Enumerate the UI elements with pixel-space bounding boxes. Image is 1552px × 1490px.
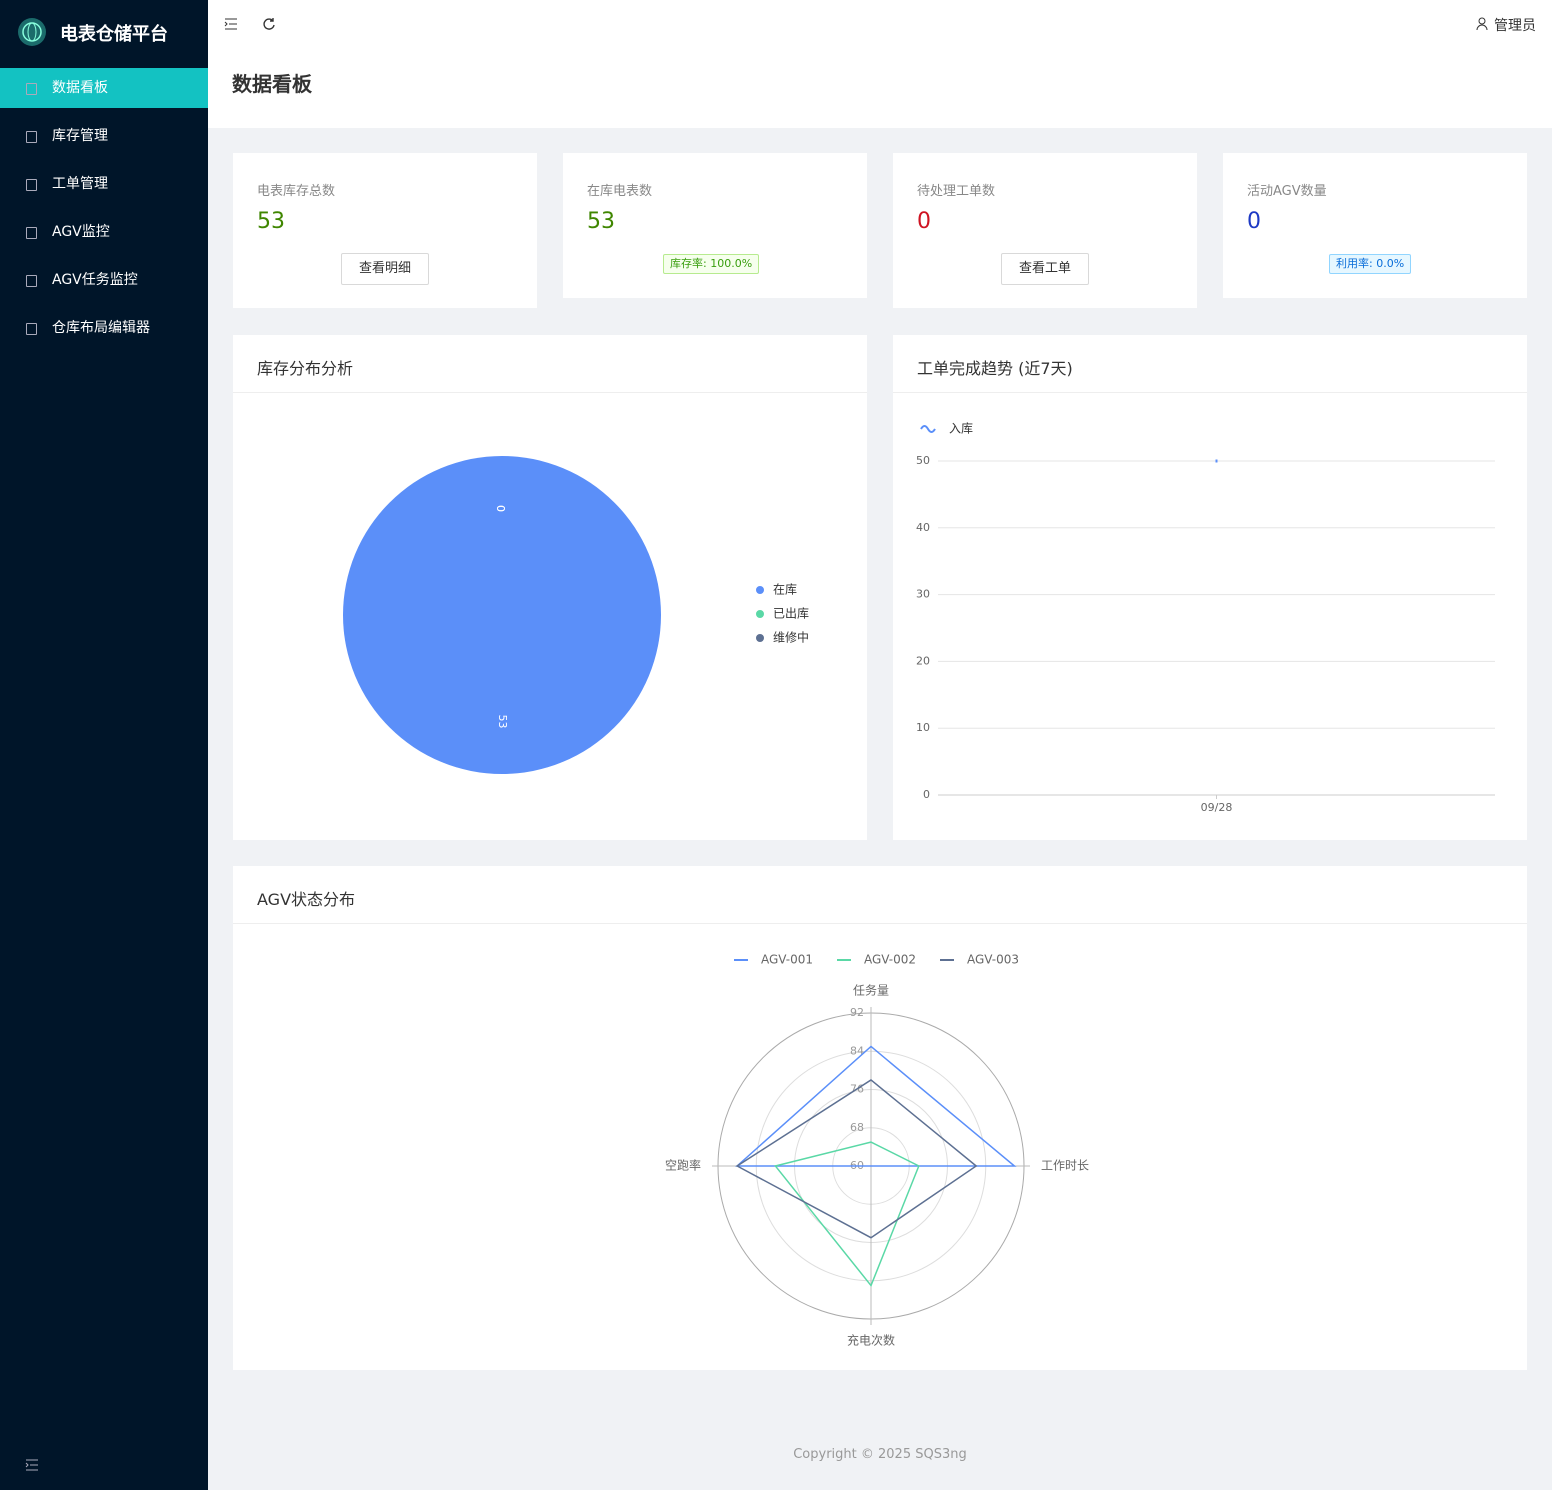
menu-item[interactable]: 仓库布局编辑器 <box>0 308 208 348</box>
y-tick-label: 10 <box>916 721 930 734</box>
y-tick-label: 50 <box>916 454 930 467</box>
legend-label: 已出库 <box>773 606 809 621</box>
divider <box>233 392 867 393</box>
refresh-button[interactable] <box>262 17 276 31</box>
legend-marker <box>756 586 764 594</box>
menu-label: 仓库布局编辑器 <box>52 320 150 336</box>
indicator-label: 任务量 <box>853 983 889 998</box>
menu-item[interactable]: 库存管理 <box>0 116 208 156</box>
stat-value: 53 <box>257 209 285 234</box>
y-tick-label: 0 <box>923 788 930 801</box>
stat-card: 电表库存总数 53 查看明细 <box>233 153 537 308</box>
stat-label: 活动AGV数量 <box>1247 184 1327 199</box>
menu-item[interactable]: AGV监控 <box>0 212 208 252</box>
pie-slice <box>343 456 661 774</box>
pie-label: 0 <box>495 505 508 512</box>
detail-button[interactable]: 查看明细 <box>341 253 429 285</box>
footer: Copyright © 2025 SQS3ng <box>793 1447 967 1462</box>
card-title: AGV状态分布 <box>257 890 356 909</box>
fold-button[interactable] <box>224 17 238 31</box>
pie-label: 0 <box>495 505 508 512</box>
header: 管理员 <box>208 0 1552 48</box>
legend-label: AGV-003 <box>967 953 1019 967</box>
legend-marker <box>756 610 764 618</box>
order-button[interactable]: 查看工单 <box>1001 253 1089 285</box>
logo <box>18 18 46 46</box>
chart-card: AGV状态分布 <box>233 866 1527 1370</box>
user-icon <box>1476 17 1488 31</box>
legend-label: 维修中 <box>773 630 809 645</box>
stat-value: 0 <box>1247 209 1261 234</box>
y-tick-label: 30 <box>916 588 930 601</box>
divider <box>233 923 1527 924</box>
radar-area <box>774 1141 920 1288</box>
legend-label: AGV-002 <box>864 953 916 967</box>
card-title: 库存分布分析 <box>257 359 354 378</box>
y-tick-label: 40 <box>916 521 930 534</box>
y-tick-label: 20 <box>916 654 930 667</box>
divider <box>893 392 1527 393</box>
card-title: 工单完成趋势 (近7天) <box>917 359 1073 378</box>
collapse-button[interactable] <box>25 1458 39 1472</box>
indicator-label: 空跑率 <box>665 1158 701 1173</box>
rate-tag: 库存率: 100.0% <box>663 254 760 274</box>
stat-card: 待处理工单数 0 查看工单 <box>893 153 1197 308</box>
stat-label: 电表库存总数 <box>257 184 336 199</box>
indicator-label: 工作时长 <box>1041 1159 1089 1173</box>
stat-label: 待处理工单数 <box>917 184 996 199</box>
menu-label: 库存管理 <box>52 128 108 144</box>
stat-value: 53 <box>587 209 615 234</box>
menu-item[interactable]: AGV任务监控 <box>0 260 208 300</box>
stat-label: 在库电表数 <box>587 184 653 199</box>
sidebar: 电表仓储平台 数据看板 库存管理 工单管理 AGV监控 AGV任务监控 仓库布局… <box>0 0 208 1490</box>
r-tick-label: 92 <box>850 1006 864 1019</box>
indicator-label: 充电次数 <box>847 1333 895 1348</box>
radar-area <box>735 1079 978 1239</box>
r-tick-label: 68 <box>850 1121 864 1134</box>
page-title: 数据看板 <box>232 72 312 96</box>
user-name[interactable]: 管理员 <box>1494 18 1536 34</box>
radar-area <box>735 1045 1017 1167</box>
pie-label: 53 <box>496 715 509 729</box>
legend-label: 在库 <box>773 582 797 597</box>
page-header: 数据看板 <box>208 48 1552 128</box>
menu-item[interactable]: 数据看板 <box>0 68 208 108</box>
chart-card: 工单完成趋势 (近7天) <box>893 335 1527 840</box>
legend-label: 入库 <box>949 421 973 436</box>
stat-card: 在库电表数 53 库存率: 100.0% <box>563 153 867 298</box>
menu-label: AGV任务监控 <box>52 272 138 288</box>
menu-label: 数据看板 <box>52 80 108 96</box>
menu-item[interactable]: 工单管理 <box>0 164 208 204</box>
x-tick-label: 09/28 <box>1201 801 1233 814</box>
legend-marker <box>756 634 764 642</box>
stat-value: 0 <box>917 209 931 234</box>
legend-label: AGV-001 <box>761 953 813 967</box>
stat-card: 活动AGV数量 0 利用率: 0.0% <box>1223 153 1527 298</box>
r-tick-label: 84 <box>850 1044 864 1057</box>
menu-label: AGV监控 <box>52 224 110 240</box>
brand: 电表仓储平台 <box>60 24 168 45</box>
legend-marker <box>920 425 936 433</box>
menu-label: 工单管理 <box>52 176 108 192</box>
rate-tag: 利用率: 0.0% <box>1329 254 1412 274</box>
